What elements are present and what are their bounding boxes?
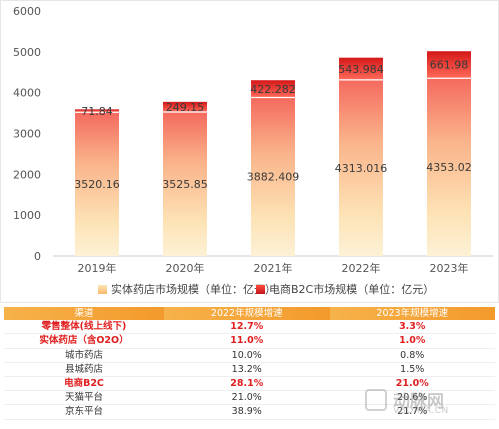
data-label-b2c: 661.98 (430, 59, 469, 72)
y-tick-label: 2000 (13, 168, 41, 181)
y-tick-label: 6000 (13, 5, 41, 18)
y-tick-label: 1000 (13, 209, 41, 222)
watermark-text: 动脉网 (393, 392, 444, 412)
data-label-physical: 4313.016 (335, 162, 388, 175)
watermark-icon (365, 389, 387, 411)
cell-2022: 21.0% (164, 390, 330, 406)
data-label-b2c: 71.84 (81, 105, 113, 118)
cell-channel: 天猫平台 (4, 390, 164, 406)
stacked-bar-chart: 0 1000 2000 3000 4000 5000 6000 3520.16 71.84 201… (13, 5, 493, 275)
legend-swatch-physical (98, 284, 107, 294)
cell-2023: 21.7% (329, 404, 495, 420)
data-label-physical: 4353.02 (426, 161, 472, 174)
chart-legend: 实体药店市场规模（单位：亿元） 电商B2C市场规模（单位：亿元） (1, 279, 499, 299)
data-label-physical: 3525.85 (162, 178, 208, 191)
cell-2022: 11.0% (164, 333, 330, 349)
cell-channel: 实体药店（含O2O） (4, 333, 164, 349)
x-tick-label: 2020年 (166, 261, 205, 275)
data-label-physical: 3882.409 (247, 171, 300, 184)
cell-2022: 13.2% (164, 362, 330, 377)
table-row: 县城药店 13.2% 1.5% (4, 362, 495, 377)
legend-item-b2c: 电商B2C市场规模（单位：亿元） (256, 281, 434, 297)
legend-label-b2c: 电商B2C市场规模（单位：亿元） (269, 283, 435, 296)
data-label-b2c: 422.282 (250, 83, 296, 96)
cell-2022: 12.7% (164, 320, 330, 335)
cell-2023: 1.0% (329, 333, 495, 349)
table-row: 实体药店（含O2O） 11.0% 1.0% (4, 333, 495, 349)
table-header-row: 渠道 2022年规模增速 2023年规模增速 (4, 307, 495, 321)
table-row: 城市药店 10.0% 0.8% (4, 348, 495, 363)
x-tick-label: 2021年 (254, 261, 293, 275)
header-2022: 2022年规模增速 (164, 307, 330, 321)
x-tick-label: 2019年 (78, 261, 117, 275)
table-row: 天猫平台 21.0% 20.6% (4, 390, 495, 406)
cell-2023: 3.3% (329, 320, 495, 335)
cell-channel: 电商B2C (4, 376, 164, 392)
y-tick-label: 3000 (13, 128, 41, 141)
cell-channel: 零售整体(线上线下) (4, 320, 164, 335)
bar-b2c-2019年 (75, 109, 119, 113)
data-label-b2c: 249.15 (166, 101, 205, 114)
table-row: 零售整体(线上线下) 12.7% 3.3% (4, 320, 495, 335)
y-tick-label: 0 (34, 250, 41, 263)
table-row: 京东平台 38.9% 21.7% (4, 404, 495, 420)
y-tick-label: 4000 (13, 87, 41, 100)
cell-2023: 21.0% (329, 376, 495, 392)
legend-item-physical: 实体药店市场规模（单位：亿元） (98, 281, 276, 297)
bar-physical-2022年 (339, 79, 383, 256)
header-channel: 渠道 (4, 307, 164, 321)
x-tick-label: 2023年 (430, 261, 469, 275)
data-label-physical: 3520.16 (74, 178, 120, 191)
y-tick-label: 5000 (13, 46, 41, 59)
data-label-b2c: 543.984 (338, 63, 384, 76)
cell-2022: 10.0% (164, 348, 330, 363)
watermark-sub: VBDATA.CN (393, 406, 449, 416)
cell-2023: 1.5% (329, 362, 495, 377)
cell-2022: 28.1% (164, 376, 330, 392)
bar-physical-2023年 (427, 78, 471, 257)
bar-physical-2020年 (163, 112, 207, 256)
table-row: 电商B2C 28.1% 21.0% (4, 376, 495, 392)
bar-physical-2019年 (75, 112, 119, 256)
legend-label-physical: 实体药店市场规模（单位：亿元） (111, 283, 276, 296)
bar-b2c-2020年 (163, 101, 207, 113)
cell-channel: 县城药店 (4, 362, 164, 377)
bar-b2c-2022年 (339, 57, 383, 80)
x-tick-label: 2022年 (342, 261, 381, 275)
header-2023: 2023年规模增速 (329, 307, 495, 321)
bar-physical-2021年 (251, 97, 295, 257)
chart-panel: 0 1000 2000 3000 4000 5000 6000 3520.16 71.84 201… (0, 0, 499, 303)
cell-2023: 20.6% (329, 390, 495, 406)
cell-channel: 京东平台 (4, 404, 164, 420)
bar-b2c-2023年 (427, 51, 471, 79)
growth-table: 渠道 2022年规模增速 2023年规模增速 零售整体(线上线下) 12.7% 3.… (4, 307, 495, 420)
cell-2023: 0.8% (329, 348, 495, 363)
cell-2022: 38.9% (164, 404, 330, 420)
watermark-logo: 动脉网 VBDATA.CN (365, 389, 495, 419)
cell-channel: 城市药店 (4, 348, 164, 363)
legend-swatch-b2c (256, 284, 265, 294)
bar-b2c-2021年 (251, 80, 295, 98)
